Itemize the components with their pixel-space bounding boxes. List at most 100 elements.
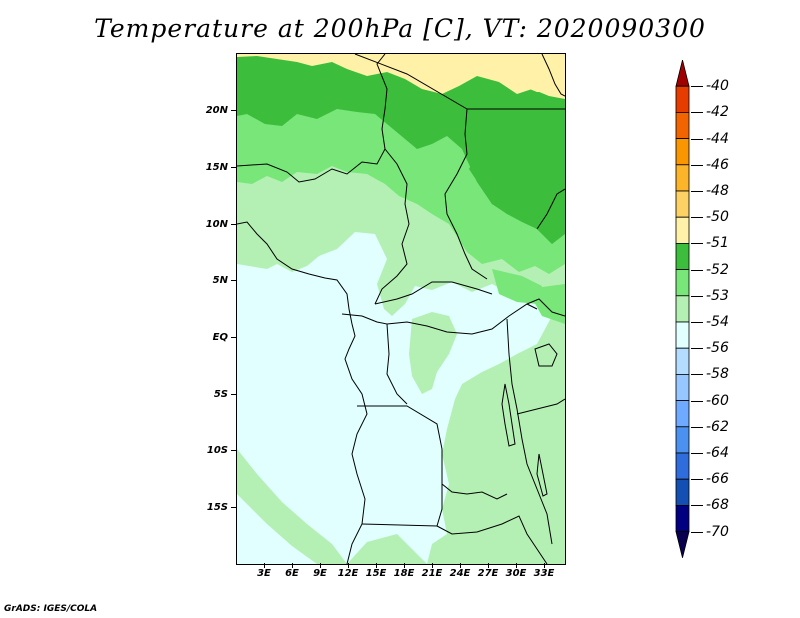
legend-cell (675, 216, 690, 244)
legend-label: -46 (706, 156, 729, 173)
legend-cell (675, 321, 690, 349)
legend-label: -66 (706, 471, 729, 488)
lon-tick (460, 563, 461, 568)
lon-label-30e: 30E (505, 568, 527, 579)
lat-label-15n: 15N (205, 162, 228, 173)
lon-tick (376, 563, 377, 568)
border-sahel (237, 54, 388, 183)
legend-label: -62 (706, 418, 729, 435)
shade-light-green-coastal-stripe (237, 449, 347, 564)
legend-label: -42 (706, 104, 729, 121)
border-drc-west (341, 313, 408, 405)
legend-label: -54 (706, 314, 729, 330)
legend-cell (675, 373, 690, 401)
shade-dark-green-sahel (237, 54, 565, 244)
legend-cell (675, 531, 690, 558)
legend-tick (691, 164, 703, 166)
shade-medium-green-east-lobe (492, 269, 542, 304)
legend-cell (675, 60, 690, 87)
legend-tick (691, 217, 703, 219)
border-drc-south (357, 405, 508, 500)
nile-red-sea-coast (541, 54, 565, 97)
legend-cell (675, 242, 690, 270)
legend-tick (691, 112, 703, 114)
legend-tick (691, 269, 703, 271)
border-zambia (436, 515, 548, 564)
lon-tick (404, 563, 405, 568)
legend-label: -68 (706, 497, 729, 514)
lat-tick (231, 394, 236, 395)
coastline-west-africa (237, 221, 368, 564)
credit-text: GrADS: IGES/COLA (4, 604, 98, 614)
legend-tick (691, 479, 703, 481)
legend-tick (691, 453, 703, 454)
legend-label: -60 (706, 392, 729, 409)
lake-malawi (536, 453, 548, 497)
shade-yellow-patch (452, 54, 565, 92)
legend-cell (675, 400, 690, 428)
lon-label-9e: 9E (313, 568, 327, 579)
legend-cell (675, 504, 690, 532)
lon-label-21e: 21E (421, 568, 443, 579)
legend-label: -40 (706, 78, 729, 95)
legend-tick (691, 348, 703, 350)
shade-dark-green-east (469, 116, 565, 244)
legend-cell (675, 347, 690, 375)
legend-label: -56 (706, 340, 729, 357)
legend-tick (691, 322, 703, 323)
lat-tick (231, 280, 236, 281)
lat-tick (231, 167, 236, 168)
legend-cell (675, 164, 690, 192)
lon-label-12e: 12E (337, 568, 359, 579)
legend-tick (691, 400, 703, 402)
lon-tick (516, 563, 517, 568)
legend-tick (691, 295, 703, 297)
legend-tick (691, 374, 703, 376)
lon-tick (488, 563, 489, 568)
lake-tanganyika (501, 383, 516, 447)
borders (237, 54, 565, 564)
legend-label: -48 (706, 183, 729, 199)
lon-label-27e: 27E (477, 568, 499, 579)
border-car (374, 281, 493, 305)
legend-label: -70 (706, 523, 729, 540)
shade-medium-green-ethiopia (527, 284, 565, 324)
lat-label-15s: 15S (206, 502, 228, 513)
legend-cell (675, 85, 690, 113)
lat-tick (231, 110, 236, 111)
lat-tick (231, 507, 236, 508)
shade-light-green-south (347, 534, 427, 564)
legend-tick (691, 86, 703, 88)
legend-cell (675, 295, 690, 323)
map-svg (237, 54, 565, 564)
legend-cell (675, 426, 690, 454)
legend-tick (691, 191, 703, 192)
lat-tick (231, 450, 236, 451)
border-drc-north (386, 303, 538, 335)
shade-light-green-patch-center (409, 312, 457, 394)
lon-tick (544, 563, 545, 568)
legend-label: -50 (706, 209, 729, 226)
lon-label-18e: 18E (393, 568, 415, 579)
legend-label: -52 (706, 261, 729, 278)
lat-label-5s: 5S (213, 389, 228, 400)
lat-label-5n: 5N (212, 275, 228, 286)
lon-tick (432, 563, 433, 568)
legend-cell (675, 112, 690, 140)
lon-label-24e: 24E (449, 568, 471, 579)
lon-label-3e: 3E (257, 568, 271, 579)
lat-label-eq: EQ (212, 332, 228, 343)
legend-tick (691, 138, 703, 140)
legend-tick (691, 505, 703, 507)
lat-label-20n: 20N (205, 105, 228, 116)
legend-tick (691, 426, 703, 428)
legend-cell (675, 478, 690, 506)
legend-tick (691, 243, 703, 245)
lat-label-10s: 10S (206, 445, 228, 456)
lon-label-33e: 33E (533, 568, 555, 579)
border-east (506, 318, 553, 545)
legend-cell (675, 190, 690, 218)
lat-tick (231, 337, 236, 338)
border-chad (374, 148, 410, 305)
legend-label: -64 (706, 445, 729, 461)
